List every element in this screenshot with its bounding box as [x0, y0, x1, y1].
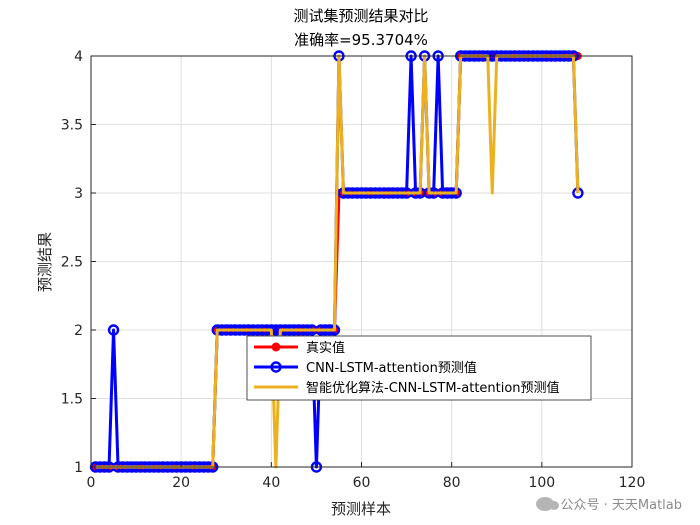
legend-label-cnn: CNN-LSTM-attention预测值 [306, 360, 477, 376]
x-tick-label: 20 [172, 475, 190, 491]
x-tick-label: 80 [443, 475, 461, 491]
y-tick-label: 2 [74, 323, 83, 339]
legend-item-cnn: CNN-LSTM-attention预测值 [254, 360, 477, 376]
y-tick-label: 2.5 [61, 255, 83, 271]
legend-item-opt: 智能优化算法-CNN-LSTM-attention预测值 [254, 380, 560, 396]
wechat-icon [536, 496, 560, 511]
tick-labels: 0 20 40 60 80 100 120 1 1.5 2 2.5 3 3.5 4 [61, 49, 646, 491]
x-tick-label: 40 [262, 475, 280, 491]
watermark: 公众号 · 天天Matlab [536, 494, 682, 513]
legend-box [246, 335, 592, 401]
y-tick-label: 1 [74, 460, 83, 476]
x-tick-label: 60 [353, 475, 371, 491]
legend-marker-cnn [270, 361, 282, 373]
legend: 真实值 CNN-LSTM-attention预测值 智能优化算法-CNN-LST… [246, 335, 592, 401]
legend-label-opt: 智能优化算法-CNN-LSTM-attention预测值 [306, 380, 560, 396]
x-axis-label: 预测样本 [331, 500, 391, 518]
chart-title: 测试集预测结果对比 [293, 7, 428, 25]
y-tick-label: 3 [74, 186, 83, 202]
legend-label-true: 真实值 [306, 340, 345, 356]
chart-subtitle: 准确率=95.3704% [294, 31, 428, 49]
y-axis-label: 预测结果 [36, 232, 54, 292]
legend-item-true: 真实值 [254, 340, 345, 356]
y-tick-label: 4 [74, 49, 83, 65]
x-tick-label: 120 [619, 475, 646, 491]
x-tick-label: 100 [528, 475, 555, 491]
y-tick-label: 3.5 [61, 118, 83, 134]
y-tick-label: 1.5 [61, 392, 83, 408]
data-point [107, 324, 120, 336]
watermark-text: 公众号 · 天天Matlab [560, 498, 682, 513]
legend-marker-true [271, 342, 281, 352]
x-tick-label: 0 [87, 475, 96, 491]
